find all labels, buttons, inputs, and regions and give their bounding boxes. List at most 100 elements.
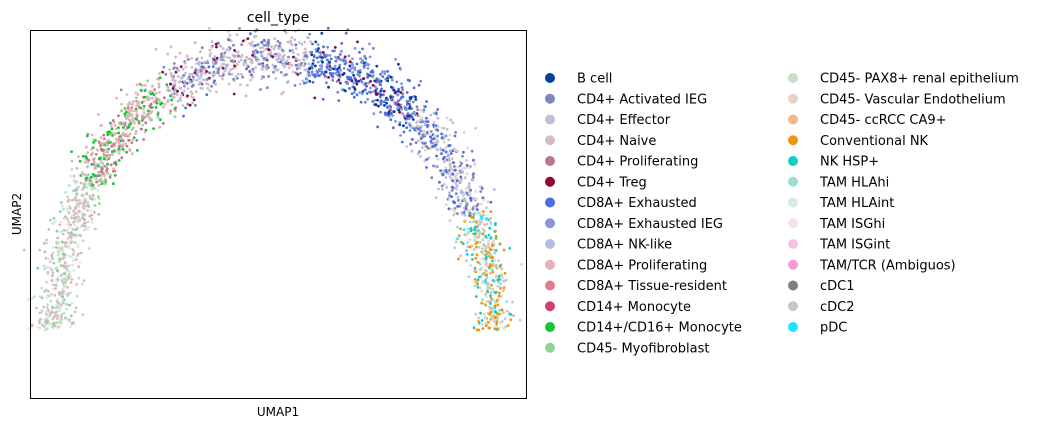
data-point — [476, 286, 480, 289]
data-point — [478, 222, 482, 226]
data-point — [69, 239, 72, 242]
data-point — [72, 220, 76, 224]
data-point — [70, 198, 74, 202]
data-point — [221, 73, 225, 77]
data-point — [96, 149, 100, 152]
data-point — [131, 100, 135, 103]
data-point — [481, 327, 485, 330]
data-point — [182, 83, 186, 86]
data-point — [90, 163, 94, 166]
data-point — [70, 278, 74, 281]
data-point — [59, 273, 63, 277]
data-point — [191, 101, 195, 105]
data-point — [120, 133, 124, 137]
data-point — [418, 150, 421, 154]
data-point — [231, 67, 235, 70]
data-point — [94, 167, 97, 171]
data-point — [82, 214, 86, 217]
data-point — [74, 207, 77, 211]
data-point — [282, 90, 285, 94]
data-point — [51, 287, 55, 291]
data-point — [130, 118, 134, 122]
data-point — [371, 84, 375, 87]
data-point — [252, 51, 256, 54]
data-point — [467, 208, 470, 212]
data-point — [455, 176, 458, 180]
data-point — [77, 215, 80, 219]
data-point — [491, 279, 495, 282]
data-point — [380, 87, 383, 91]
data-point — [462, 150, 465, 154]
data-point — [200, 82, 204, 86]
data-point — [276, 60, 280, 64]
data-point — [412, 86, 416, 90]
data-point — [468, 238, 472, 242]
data-point — [290, 64, 294, 67]
legend-marker — [788, 135, 798, 146]
data-point — [236, 62, 239, 66]
data-point — [162, 96, 166, 99]
data-point — [190, 66, 194, 69]
data-point — [485, 300, 489, 303]
data-point — [464, 201, 468, 204]
data-point — [184, 65, 188, 69]
data-point — [444, 166, 448, 170]
data-point — [208, 71, 212, 75]
data-point — [436, 108, 440, 111]
data-point — [202, 68, 206, 71]
data-point — [83, 160, 87, 164]
data-point — [409, 142, 413, 146]
data-point — [405, 117, 409, 120]
data-point — [134, 129, 138, 133]
data-point — [138, 105, 141, 109]
data-point — [128, 132, 132, 136]
data-point — [133, 121, 136, 125]
data-point — [303, 68, 307, 72]
data-point — [433, 141, 437, 145]
data-point — [264, 47, 268, 51]
data-point — [371, 100, 375, 103]
data-point — [130, 113, 134, 117]
data-point — [386, 70, 390, 73]
data-point — [140, 127, 143, 131]
data-point — [381, 75, 385, 78]
data-point — [439, 169, 442, 173]
data-point — [397, 87, 400, 91]
data-point — [406, 103, 409, 106]
data-point — [107, 147, 111, 151]
data-point — [51, 306, 54, 310]
data-point — [474, 280, 478, 284]
legend-marker — [545, 93, 555, 104]
data-point — [258, 46, 262, 50]
data-point — [169, 94, 172, 98]
data-point — [453, 208, 456, 212]
data-point — [481, 257, 485, 261]
data-point — [87, 226, 91, 229]
data-point — [444, 176, 448, 179]
data-point — [466, 241, 470, 244]
data-point — [399, 68, 402, 71]
data-point — [93, 227, 97, 231]
data-point — [372, 90, 375, 93]
data-point — [471, 207, 475, 211]
data-point — [265, 63, 269, 67]
data-point — [432, 111, 436, 115]
legend-item: B cell — [545, 72, 612, 87]
data-point — [61, 232, 65, 236]
data-point — [445, 116, 449, 120]
legend-label: CD4+ Activated IEG — [577, 92, 707, 107]
data-point — [49, 299, 53, 303]
data-point — [454, 192, 458, 196]
data-point — [503, 317, 507, 321]
data-point — [468, 211, 472, 215]
legend-label: CD14+ Monocyte — [577, 300, 691, 315]
data-point — [216, 41, 220, 45]
data-point — [82, 185, 86, 189]
data-point — [188, 81, 192, 84]
data-point — [357, 74, 361, 77]
data-point — [39, 317, 42, 321]
data-point — [314, 40, 318, 44]
data-point — [272, 47, 276, 51]
data-point — [45, 280, 48, 284]
data-point — [119, 109, 123, 112]
